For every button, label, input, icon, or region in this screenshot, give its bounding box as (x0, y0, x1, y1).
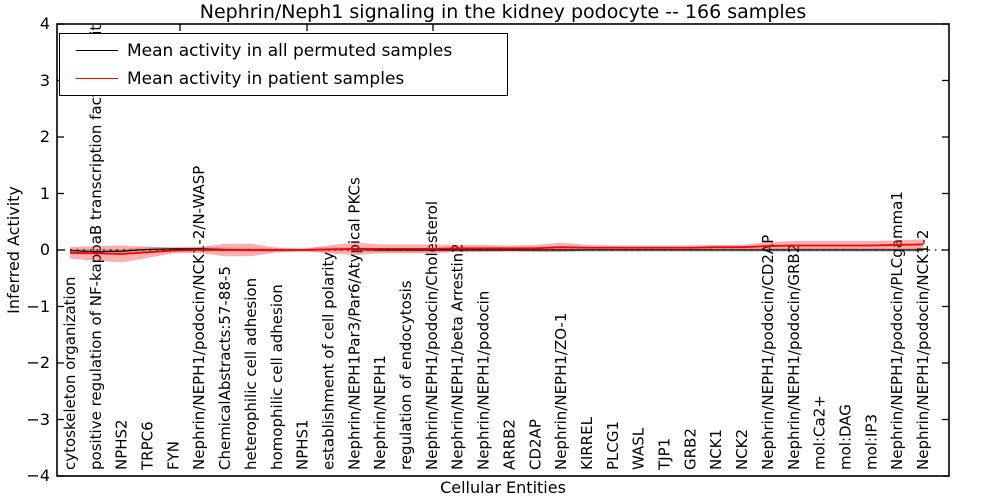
x-tick-label: NPHS1 (294, 419, 312, 470)
chart-title: Nephrin/Neph1 signaling in the kidney po… (199, 1, 807, 23)
x-tick-label: NPHS2 (113, 419, 131, 470)
x-tick-label: TRPC6 (139, 421, 157, 471)
legend-entry-patient: Mean activity in patient samples (60, 65, 507, 93)
x-tick-label: ChemicalAbstracts:57-88-5 (216, 266, 234, 470)
x-tick-label: FYN (164, 441, 182, 470)
x-tick-label: TJP1 (656, 438, 674, 471)
x-tick-label: mol:DAG (836, 404, 854, 470)
x-tick-label: CD2AP (526, 419, 544, 470)
x-category-labels: cytoskeleton organization positive regula… (61, 16, 932, 471)
x-tick-label: cytoskeleton organization (61, 277, 79, 470)
legend-label-patient: Mean activity in patient samples (127, 68, 405, 89)
y-tick-label: −4 (26, 466, 50, 485)
patient-mean-line (69, 243, 924, 255)
x-tick-label: establishment of cell polarity (319, 252, 337, 470)
x-tick-label: Nephrin/NEPH1/podocin/NCK1-2 (914, 230, 932, 470)
x-tick-label: Nephrin/NEPH1Par3/Par6/Atypical PKCs (345, 177, 363, 470)
y-tick-label: 0 (39, 240, 50, 259)
x-tick-label: Nephrin/NEPH1/podocin/Cholesterol (423, 201, 441, 470)
x-tick-label: regulation of endocytosis (397, 280, 415, 470)
x-tick-label: ARRB2 (500, 419, 518, 470)
x-axis-label: Cellular Entities (440, 478, 566, 497)
x-tick-label: Nephrin/NEPH1/podocin/CD2AP (759, 235, 777, 470)
permuted-line-swatch (76, 50, 118, 51)
y-axis-label: Inferred Activity (4, 186, 23, 314)
x-tick-label: homophilic cell adhesion (268, 284, 286, 470)
x-tick-label: KIRREL (578, 416, 596, 470)
x-tick-label: Nephrin/NEPH1/podocin/GRB2 (785, 244, 803, 470)
x-tick-label: NCK2 (733, 429, 751, 470)
x-tick-label: heterophilic cell adhesion (242, 278, 260, 470)
y-tick-label: −3 (26, 409, 50, 429)
x-tick-label: PLCG1 (604, 421, 622, 470)
x-tick-label: Nephrin/NEPH1/podocin/NCK1-2/N-WASP (190, 166, 208, 470)
x-tick-label: Nephrin/NEPH1/podocin (475, 291, 493, 470)
y-tick-label: 4 (39, 14, 50, 33)
y-tick-label: 3 (39, 70, 50, 90)
y-tick-label: 1 (39, 183, 50, 203)
x-tick-label: WASL (630, 427, 648, 470)
legend: Mean activity in all permuted samples Me… (59, 33, 508, 96)
x-tick-label: NCK1 (707, 429, 725, 470)
x-tick-label: Nephrin/NEPH1/podocin/PLCgamma1 (888, 191, 906, 470)
x-tick-label: Nephrin/NEPH1/ZO-1 (552, 313, 570, 470)
y-tick-label: 2 (39, 127, 50, 146)
y-tick-label: −2 (26, 353, 50, 372)
x-tick-label: Nephrin/NEPH1 (371, 355, 389, 470)
legend-label-permuted: Mean activity in all permuted samples (127, 40, 453, 61)
legend-entry-permuted: Mean activity in all permuted samples (60, 37, 507, 65)
y-tick-label: −1 (26, 296, 50, 316)
x-tick-label: Nephrin/NEPH1/beta Arrestin2 (449, 243, 467, 470)
x-tick-label: GRB2 (681, 428, 699, 470)
x-tick-label: mol:Ca2+ (811, 395, 829, 470)
x-tick-label: mol:IP3 (862, 414, 880, 470)
patient-line-swatch (76, 78, 118, 79)
patient-std-band (70, 239, 923, 263)
x-tick-label: positive regulation of NF-kappaB transcr… (87, 16, 105, 470)
